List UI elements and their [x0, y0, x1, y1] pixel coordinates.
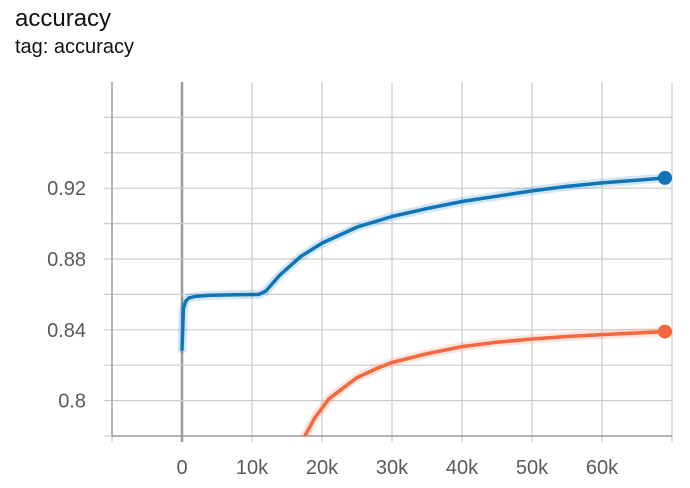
gridlines [104, 82, 673, 442]
x-tick-label: 30k [376, 457, 409, 479]
series-lines [177, 173, 670, 436]
x-tick-label: 50k [516, 457, 549, 479]
x-tick-label: 0 [176, 457, 187, 479]
x-tick-label: 10k [236, 457, 269, 479]
series-1-line [180, 176, 667, 352]
series-1-end-point [658, 170, 672, 185]
series-2-end-point [658, 324, 672, 339]
x-tick-label: 60k [586, 457, 619, 479]
y-tick-label: 0.8 [58, 391, 86, 413]
y-tick-label: 0.92 [47, 178, 86, 200]
x-tick-label: 20k [306, 457, 339, 479]
y-tick-label: 0.84 [47, 320, 86, 342]
axes [111, 82, 672, 437]
tick-labels: 0.8 0.84 0.88 0.92 0 10k 20k 30k 40k 50k 60k [47, 178, 619, 479]
series-2-raw-line [299, 327, 670, 436]
series-2-line [302, 329, 667, 436]
x-tick-label: 40k [446, 457, 479, 479]
series-1-raw-line [177, 173, 670, 354]
y-tick-label: 0.88 [47, 249, 86, 271]
chart-tag-label: tag: accuracy [15, 36, 134, 58]
chart-title: accuracy [15, 5, 112, 32]
series-markers [658, 170, 672, 339]
